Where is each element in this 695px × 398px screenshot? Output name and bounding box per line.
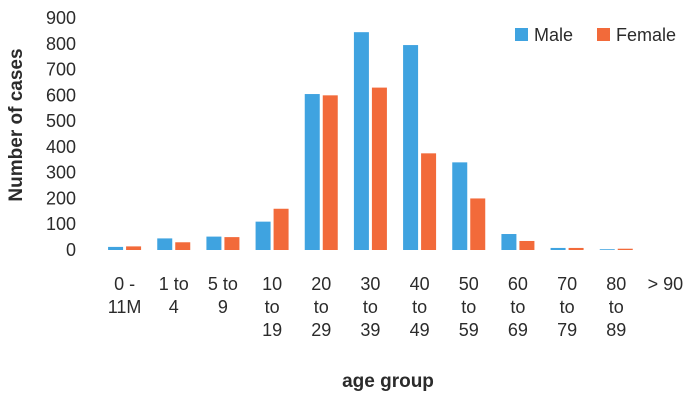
x-tick-label-line: 40 — [410, 274, 430, 294]
x-tick-label: 80 to 89 — [606, 274, 626, 340]
legend-label-female: Female — [616, 25, 676, 45]
x-tick-label: 40 to 49 — [410, 274, 430, 340]
bar-male — [304, 94, 320, 251]
x-tick-label-line: to — [314, 297, 329, 317]
x-tick-label-line: 9 — [218, 297, 228, 317]
x-tick-label-line: 79 — [557, 320, 577, 340]
x-tick-label-line: 5 to — [208, 274, 238, 294]
bar-male — [550, 247, 566, 250]
y-tick-label: 500 — [46, 111, 76, 131]
x-tick-label-line: to — [412, 297, 427, 317]
bars — [108, 32, 633, 251]
bar-female — [322, 95, 338, 250]
x-tick-label-line: 50 — [459, 274, 479, 294]
y-tick-label: 700 — [46, 60, 76, 80]
x-tick-label-line: 80 — [606, 274, 626, 294]
x-tick-label-line: to — [510, 297, 525, 317]
y-tick-label: 900 — [46, 8, 76, 28]
y-axis-title: Number of cases — [6, 48, 27, 201]
x-tick-label-line: 60 — [508, 274, 528, 294]
bar-male — [157, 238, 173, 250]
x-tick-label-line: 39 — [360, 320, 380, 340]
y-tick-label: 600 — [46, 85, 76, 105]
x-tick-label: 1 to 4 — [159, 274, 189, 317]
bar-female — [224, 237, 240, 250]
bar-male — [599, 249, 615, 250]
x-tick-label: 30 to 39 — [360, 274, 380, 340]
legend-label-male: Male — [534, 25, 573, 45]
x-tick-label-line: 4 — [169, 297, 179, 317]
legend-swatch-female — [597, 28, 610, 41]
bar-male — [255, 221, 271, 250]
bar-female — [273, 208, 289, 250]
x-axis-title: age group — [342, 371, 434, 392]
x-tick-label-line: to — [560, 297, 575, 317]
y-tick-label: 800 — [46, 34, 76, 54]
bar-female — [371, 87, 387, 250]
x-tick-label-line: 10 — [262, 274, 282, 294]
x-tick-label: 10 to 19 — [262, 274, 282, 340]
y-tick-label: 100 — [46, 214, 76, 234]
y-tick-label: 400 — [46, 137, 76, 157]
bar-female — [519, 240, 535, 250]
x-tick-label-line: 59 — [459, 320, 479, 340]
y-axis-ticks: 0 100 200 300 400 500 600 700 800 900 — [46, 8, 76, 260]
x-tick-label-line: > 90 — [648, 274, 684, 294]
bar-female — [617, 248, 633, 250]
bar-male — [206, 236, 222, 250]
y-tick-label: 300 — [46, 163, 76, 183]
x-tick-label: > 90 — [648, 274, 684, 294]
x-tick-label-line: 70 — [557, 274, 577, 294]
legend: Male Female — [515, 25, 676, 45]
x-tick-label-line: 0 - — [114, 274, 135, 294]
bar-female — [421, 153, 437, 250]
bar-male — [353, 32, 369, 250]
bar-female — [568, 247, 584, 250]
legend-swatch-male — [515, 28, 528, 41]
bar-male — [452, 162, 468, 250]
x-tick-label-line: 11M — [108, 297, 142, 317]
x-tick-label: 0 -11M — [108, 274, 142, 317]
x-tick-label-line: 49 — [410, 320, 430, 340]
y-tick-label: 0 — [66, 240, 76, 260]
x-tick-label-line: 1 to — [159, 274, 189, 294]
x-tick-label-line: 89 — [606, 320, 626, 340]
x-tick-label-line: 29 — [311, 320, 331, 340]
x-tick-label: 50 to 59 — [459, 274, 479, 340]
bar-male — [501, 234, 517, 250]
bar-female — [175, 242, 191, 250]
x-tick-label-line: 69 — [508, 320, 528, 340]
x-tick-label-line: to — [461, 297, 476, 317]
bar-male — [108, 246, 124, 250]
bar-male — [403, 45, 419, 250]
x-tick-label: 60 to 69 — [508, 274, 528, 340]
y-tick-label: 200 — [46, 188, 76, 208]
x-tick-label-line: 19 — [262, 320, 282, 340]
bar-female — [126, 246, 142, 250]
x-tick-label-line: 20 — [311, 274, 331, 294]
x-tick-label-line: 30 — [360, 274, 380, 294]
x-tick-label: 20 to 29 — [311, 274, 331, 340]
x-tick-label-line: to — [265, 297, 280, 317]
x-tick-label-line: to — [363, 297, 378, 317]
x-tick-label-line: to — [609, 297, 624, 317]
bar-female — [470, 198, 486, 250]
x-tick-label: 70 to 79 — [557, 274, 577, 340]
x-tick-label: 5 to 9 — [208, 274, 238, 317]
